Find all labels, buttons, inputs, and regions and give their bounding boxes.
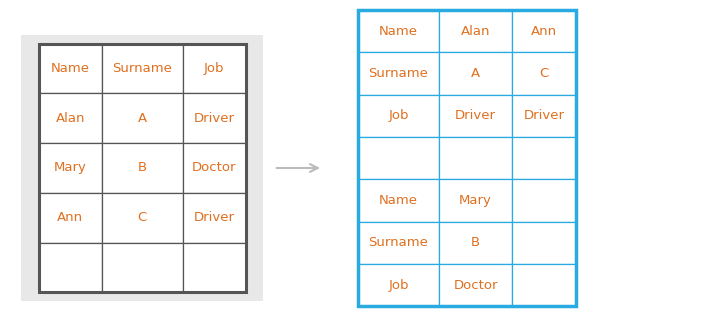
Bar — [512, 179, 576, 222]
Text: Driver: Driver — [455, 110, 496, 122]
Bar — [439, 222, 512, 264]
Text: Ann: Ann — [57, 211, 84, 224]
Bar — [512, 95, 576, 137]
Bar — [439, 137, 512, 179]
Text: Mary: Mary — [459, 194, 492, 207]
Bar — [439, 264, 512, 306]
Text: Doctor: Doctor — [192, 162, 237, 174]
Bar — [102, 93, 183, 143]
Text: C: C — [138, 211, 147, 224]
Text: Job: Job — [388, 110, 409, 122]
Bar — [39, 193, 102, 243]
Text: Name: Name — [379, 194, 418, 207]
Text: Job: Job — [388, 279, 409, 292]
Bar — [512, 52, 576, 95]
Bar — [102, 44, 183, 93]
Bar — [39, 44, 102, 93]
Bar — [358, 95, 439, 137]
Bar — [21, 35, 263, 301]
Bar — [358, 10, 439, 52]
Text: Name: Name — [51, 62, 90, 75]
Text: Driver: Driver — [194, 211, 234, 224]
Text: Driver: Driver — [524, 110, 564, 122]
Text: Surname: Surname — [112, 62, 172, 75]
Bar — [512, 10, 576, 52]
Bar — [358, 52, 439, 95]
Text: B: B — [138, 162, 147, 174]
Text: A: A — [471, 67, 480, 80]
Bar — [439, 52, 512, 95]
Bar — [358, 179, 439, 222]
Bar — [512, 137, 576, 179]
Bar — [39, 243, 102, 292]
Text: C: C — [539, 67, 549, 80]
Text: A: A — [138, 112, 147, 125]
Text: Name: Name — [379, 25, 418, 38]
Text: Doctor: Doctor — [453, 279, 498, 292]
Bar — [358, 222, 439, 264]
Text: Surname: Surname — [369, 237, 428, 249]
Text: Job: Job — [204, 62, 225, 75]
Bar — [183, 93, 246, 143]
Bar — [512, 264, 576, 306]
Bar — [183, 44, 246, 93]
Bar — [183, 143, 246, 193]
Text: Driver: Driver — [194, 112, 234, 125]
Bar — [39, 44, 246, 292]
Text: Alan: Alan — [461, 25, 491, 38]
Bar — [358, 137, 439, 179]
Bar — [183, 243, 246, 292]
Bar — [358, 264, 439, 306]
Bar — [102, 243, 183, 292]
Bar — [358, 10, 576, 306]
Text: Ann: Ann — [531, 25, 557, 38]
Bar — [39, 143, 102, 193]
Text: Surname: Surname — [369, 67, 428, 80]
Bar — [102, 143, 183, 193]
Bar — [439, 95, 512, 137]
Bar — [102, 193, 183, 243]
Bar — [439, 10, 512, 52]
Bar — [39, 93, 102, 143]
Text: Alan: Alan — [55, 112, 85, 125]
Text: B: B — [471, 237, 480, 249]
Bar — [183, 193, 246, 243]
Text: Mary: Mary — [54, 162, 86, 174]
Bar — [512, 222, 576, 264]
Bar — [439, 179, 512, 222]
